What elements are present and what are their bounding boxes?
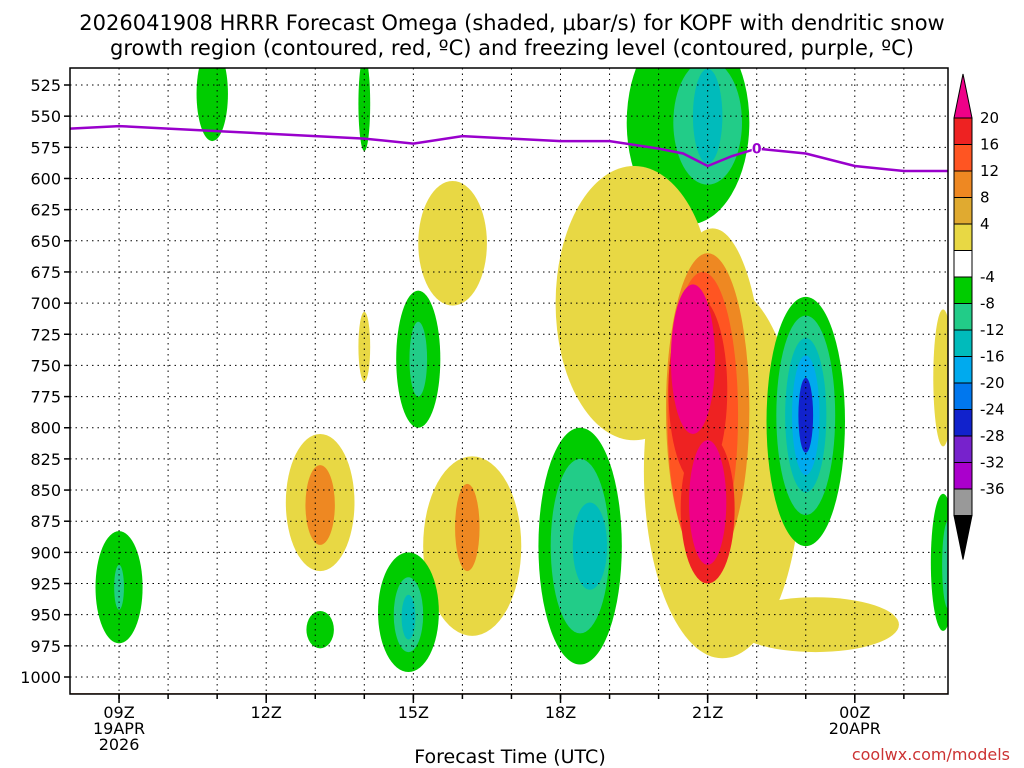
omega-region-neg4	[306, 610, 334, 649]
freezing-label-bg	[751, 139, 762, 156]
colorbar-label-5: -4	[980, 268, 995, 286]
x-tick-label-9-0: 09Z	[103, 703, 134, 722]
y-tick-label-625: 625	[30, 201, 61, 220]
omega-region-pos20	[670, 284, 716, 434]
omega-region-neg4	[196, 68, 228, 142]
plot-frame	[69, 67, 949, 695]
x-tick-label-21-0: 21Z	[692, 703, 723, 722]
y-tick-label-875: 875	[30, 512, 61, 531]
colorbar-swatch-4	[953, 197, 973, 225]
colorbar-label-10: -24	[980, 401, 1005, 419]
colorbar-label-1: 16	[980, 136, 999, 154]
omega-region-neg8	[409, 321, 428, 397]
y-tick-label-950: 950	[30, 606, 61, 625]
y-tick-label-800: 800	[30, 419, 61, 438]
y-tick-label-925: 925	[30, 575, 61, 594]
colorbar-swatch-14	[953, 462, 973, 490]
omega-region-pos4	[358, 311, 371, 382]
colorbar-label-2: 12	[980, 162, 999, 180]
colorbar-swatch-12	[953, 409, 973, 437]
omega-region-neg12	[401, 594, 416, 640]
colorbar-swatch-2	[953, 144, 973, 172]
y-tick-label-975: 975	[30, 637, 61, 656]
y-tick-label-900: 900	[30, 543, 61, 562]
omega-region-neg12	[572, 502, 608, 590]
x-tick-label-24-0: 00Z	[839, 703, 870, 722]
y-tick-label-725: 725	[30, 325, 61, 344]
y-tick-label-1000: 1000	[20, 668, 61, 687]
freezing-level-label: 0	[752, 142, 762, 158]
colorbar-label-7: -12	[980, 321, 1005, 339]
colorbar-swatch-7	[953, 276, 973, 304]
y-tick-label-675: 675	[30, 263, 61, 282]
colorbar-swatch-3	[953, 170, 973, 198]
x-tick-label-9-1: 19APR	[93, 719, 145, 738]
x-tick-label-24-1: 20APR	[829, 719, 881, 738]
omega-region-pos4	[418, 180, 487, 306]
y-tick-label-750: 750	[30, 356, 61, 375]
y-tick-label-525: 525	[30, 76, 61, 95]
colorbar-swatch-9	[953, 329, 973, 357]
chart-title-line-1: 2026041908 HRRR Forecast Omega (shaded, …	[79, 11, 944, 35]
y-axis: 525 550 575 600 625 650 675 700 725 750 775 800 825 8…	[20, 76, 70, 687]
colorbar-label-9: -20	[980, 374, 1005, 392]
x-tick-label-18-0: 18Z	[545, 703, 576, 722]
y-tick-label-825: 825	[30, 450, 61, 469]
x-tick-label-9-2: 2026	[99, 735, 140, 754]
colorbar-top-triangle	[953, 73, 973, 119]
colorbar-swatch-8	[953, 303, 973, 331]
colorbar-swatch-1	[953, 117, 973, 145]
omega-region-pos8	[455, 483, 480, 572]
omega-region-pos8	[305, 465, 335, 545]
y-tick-label-550: 550	[30, 107, 61, 126]
y-tick-label-600: 600	[30, 169, 61, 188]
gridlines	[70, 68, 948, 694]
y-tick-label-775: 775	[30, 388, 61, 407]
colorbar-swatch-10	[953, 356, 973, 384]
colorbar-label-11: -28	[980, 427, 1005, 445]
colorbar-swatch-6	[953, 250, 973, 278]
omega-region-neg8	[114, 564, 124, 610]
colorbar-swatch-15	[953, 488, 973, 516]
y-tick-label-575: 575	[30, 138, 61, 157]
x-tick-label-15-0: 15Z	[398, 703, 429, 722]
omega-region-neg4	[358, 68, 371, 152]
chart-title-line-2: growth region (contoured, red, ºC) and f…	[110, 36, 914, 60]
colorbar-label-13: -36	[980, 480, 1005, 498]
freezing-level-contour: 0	[70, 124, 948, 173]
colorbar-swatch-13	[953, 435, 973, 463]
freezing-level-line	[70, 124, 948, 173]
colorbar-swatch-11	[953, 382, 973, 410]
y-tick-label-650: 650	[30, 232, 61, 251]
colorbar-bottom-triangle	[953, 515, 973, 560]
plot-area: 0 525 550 575 600 625 650 675 700 725 750 775 800 82…	[20, 67, 949, 754]
colorbar-label-4: 4	[980, 215, 990, 233]
colorbar-label-3: 8	[980, 189, 990, 207]
colorbar-label-6: -8	[980, 295, 995, 313]
colorbar-label-8: -16	[980, 348, 1005, 366]
omega-region-pos4	[732, 597, 899, 653]
omega-shading	[95, 68, 948, 673]
y-tick-label-700: 700	[30, 294, 61, 313]
y-tick-label-850: 850	[30, 481, 61, 500]
omega-region-neg4	[930, 493, 948, 631]
colorbar: 20 16 12 8 4 -4 -8 -12 -16 -20 -24 -28 -32 -36	[953, 73, 1005, 560]
x-tick-label-12-0: 12Z	[251, 703, 282, 722]
colorbar-swatch-5	[953, 223, 973, 251]
colorbar-label-12: -32	[980, 454, 1005, 472]
colorbar-label-0: 20	[980, 109, 999, 127]
x-axis-label: Forecast Time (UTC)	[414, 746, 605, 768]
credit-text: coolwx.com/models	[852, 745, 1010, 764]
omega-region-neg8	[942, 521, 948, 609]
omega-region-neg12	[692, 68, 723, 164]
omega-region-pos4	[933, 309, 948, 447]
